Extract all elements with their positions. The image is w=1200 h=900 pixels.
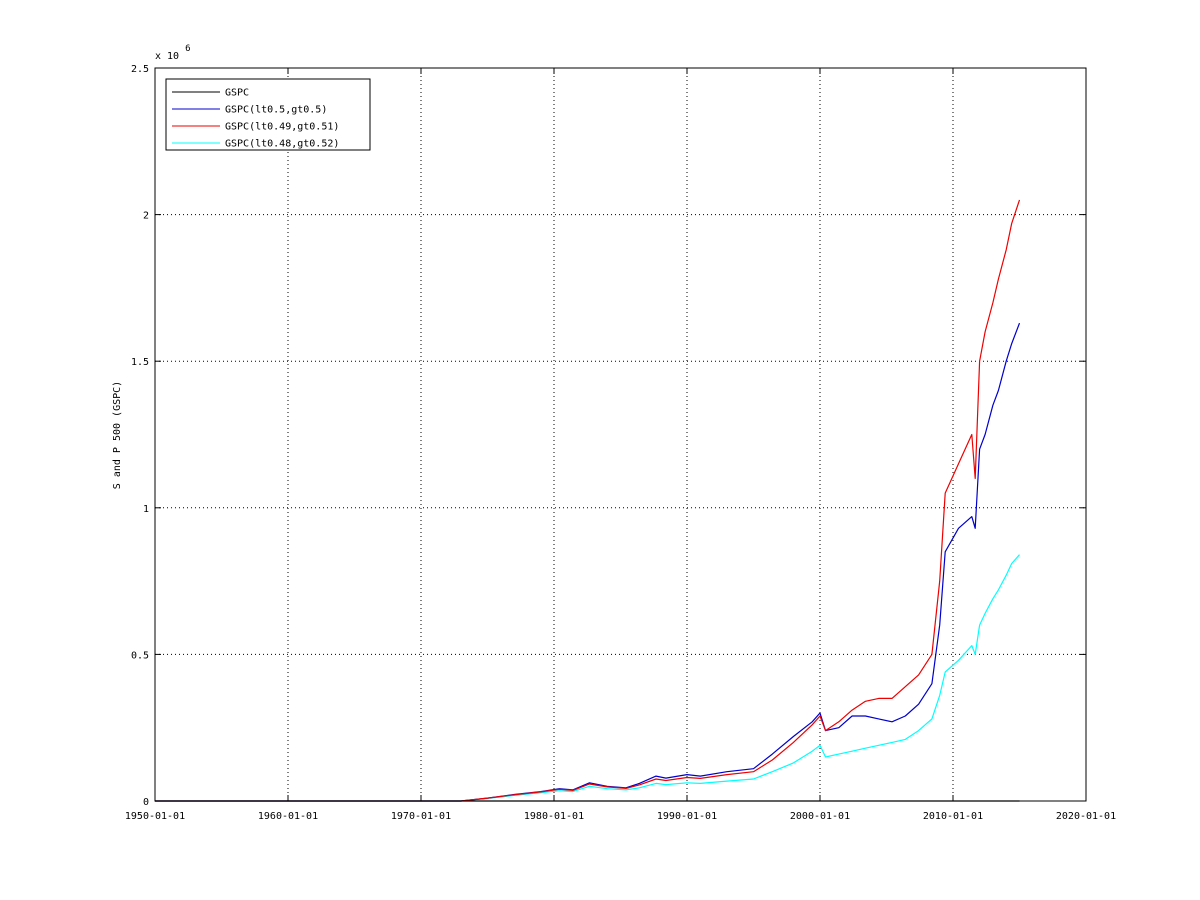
- y-tick-label: 0.5: [131, 650, 149, 661]
- x-tick-label: 1980-01-01: [524, 811, 584, 822]
- x-tick-label: 1960-01-01: [258, 811, 318, 822]
- legend-label: GSPC(lt0.48,gt0.52): [225, 139, 339, 150]
- y-multiplier-exponent: 6: [185, 44, 190, 54]
- x-tick-label: 1970-01-01: [391, 811, 451, 822]
- legend-label: GSPC(lt0.49,gt0.51): [225, 122, 339, 133]
- legend: GSPC GSPC(lt0.5,gt0.5) GSPC(lt0.49,gt0.51)…: [165, 78, 371, 151]
- legend-box: [165, 78, 371, 151]
- y-multiplier-label: x 10 6: [155, 44, 191, 62]
- y-tick-label: 0: [143, 797, 149, 808]
- series-line-3: [155, 554, 1020, 802]
- plot-area: [155, 68, 1086, 801]
- legend-label: GSPC(lt0.5,gt0.5): [225, 105, 327, 116]
- axis-ticks: 1950-01-01 1960-01-01 1970-01-01 1980-01-01…: [125, 64, 1116, 822]
- y-tick-label: 2.5: [131, 64, 149, 75]
- x-tick-label: 1990-01-01: [657, 811, 717, 822]
- plot-frame: [154, 67, 1087, 802]
- x-tick-label: 1950-01-01: [125, 811, 185, 822]
- y-tick-label: 1.5: [131, 357, 149, 368]
- series-line-2: [155, 199, 1021, 802]
- x-tick-label: 2010-01-01: [923, 811, 983, 822]
- legend-label: GSPC: [225, 88, 249, 99]
- y-tick-label: 2: [143, 211, 149, 222]
- x-tick-label: 2000-01-01: [790, 811, 850, 822]
- x-tick-label: 2020-01-01: [1056, 811, 1116, 822]
- y-axis-label: S and P 500 (GSPC): [112, 381, 123, 489]
- y-tick-label: 1: [143, 504, 149, 515]
- y-multiplier-base: x 10: [155, 51, 179, 62]
